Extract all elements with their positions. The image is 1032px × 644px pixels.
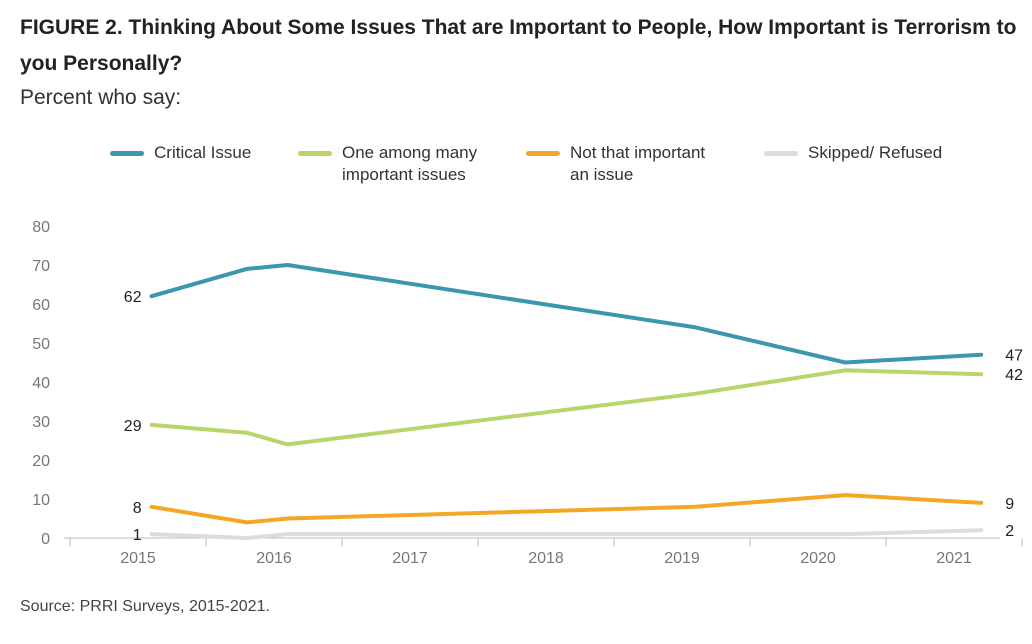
y-tick-label: 60 bbox=[32, 297, 50, 314]
y-tick-label: 0 bbox=[41, 531, 50, 548]
legend-item-not-that-important: Not that important an issue bbox=[526, 142, 705, 186]
legend-item-skipped-refused: Skipped/ Refused bbox=[764, 142, 942, 164]
series-line-0 bbox=[149, 263, 984, 365]
data-label: 8 bbox=[133, 500, 142, 517]
y-tick-label: 10 bbox=[32, 492, 50, 509]
legend-label-skipped-refused: Skipped/ Refused bbox=[808, 143, 943, 162]
legend-label-not-that-important: Not that important an issue bbox=[570, 143, 706, 184]
data-label: 47 bbox=[1005, 348, 1023, 365]
series-line-3 bbox=[149, 528, 984, 540]
legend-swatch-critical-issue bbox=[110, 151, 144, 156]
data-label: 2 bbox=[1005, 523, 1014, 540]
y-tick-label: 40 bbox=[32, 375, 50, 392]
data-label: 1 bbox=[133, 527, 142, 544]
x-tick-label: 2015 bbox=[120, 550, 156, 567]
source-note: Source: PRRI Surveys, 2015-2021. bbox=[20, 598, 270, 615]
series-line-2 bbox=[149, 493, 984, 525]
data-label: 9 bbox=[1005, 496, 1014, 513]
x-tick-label: 2017 bbox=[392, 550, 428, 567]
series-line-1 bbox=[149, 368, 984, 447]
y-tick-label: 30 bbox=[32, 414, 50, 431]
legend-item-critical-issue: Critical Issue bbox=[110, 142, 251, 164]
x-tick-label: 2021 bbox=[936, 550, 972, 567]
legend-label-critical-issue: Critical Issue bbox=[154, 143, 252, 162]
legend-item-one-among-many: One among many important issues bbox=[298, 142, 477, 186]
line-chart: 0 10 20 30 40 50 60 70 80 2015 2016 2017 2018 2019 202… bbox=[32, 219, 1023, 567]
y-tick-label: 50 bbox=[32, 336, 50, 353]
chart-subtitle: Percent who say: bbox=[20, 86, 182, 109]
data-label: 42 bbox=[1005, 367, 1023, 384]
data-label: 62 bbox=[124, 289, 142, 306]
data-label: 29 bbox=[124, 418, 142, 435]
y-tick-label: 80 bbox=[32, 219, 50, 236]
x-tick-label: 2019 bbox=[664, 550, 700, 567]
legend-swatch-skipped-refused bbox=[764, 151, 798, 156]
x-tick-label: 2016 bbox=[256, 550, 292, 567]
x-tick-label: 2018 bbox=[528, 550, 564, 567]
legend-swatch-not-that-important bbox=[526, 151, 560, 156]
legend: Critical Issue One among many important … bbox=[0, 142, 1032, 192]
legend-label-one-among-many: One among many important issues bbox=[342, 143, 478, 184]
x-tick-label: 2020 bbox=[800, 550, 836, 567]
chart-title: FIGURE 2. Thinking About Some Issues Tha… bbox=[20, 16, 1017, 75]
y-tick-label: 70 bbox=[32, 258, 50, 275]
y-tick-label: 20 bbox=[32, 453, 50, 470]
legend-swatch-one-among-many bbox=[298, 151, 332, 156]
